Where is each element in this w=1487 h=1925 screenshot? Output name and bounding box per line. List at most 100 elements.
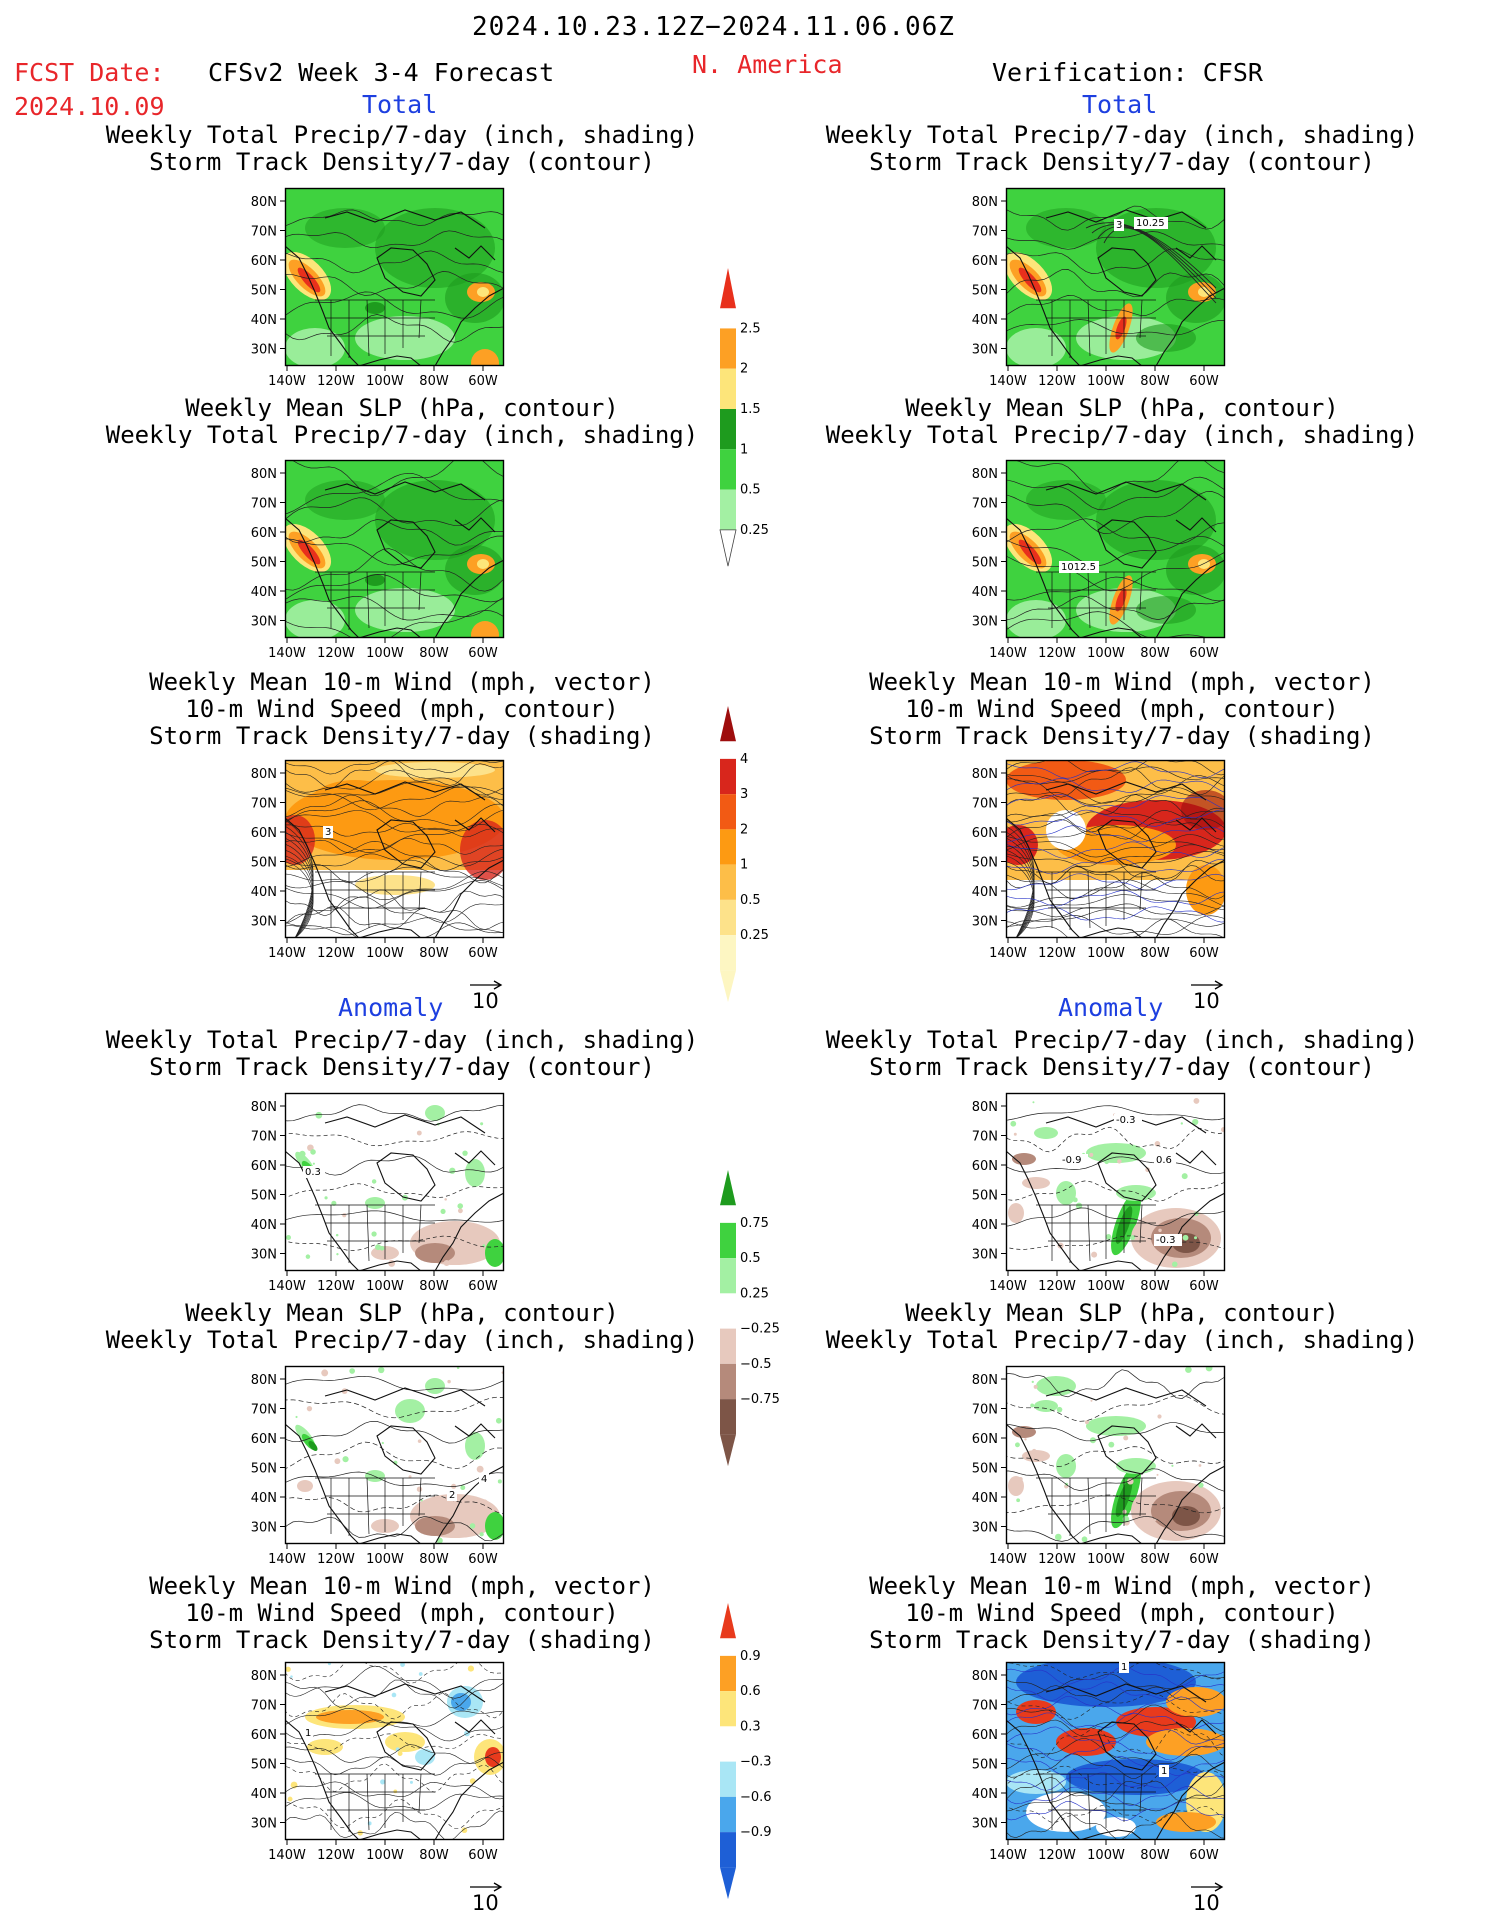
lat-tick-label: 80N	[251, 467, 277, 482]
period-title: 2024.10.23.12Z−2024.11.06.06Z	[472, 12, 955, 42]
lon-tick-label: 80W	[1140, 1848, 1170, 1863]
lat-tick-label: 30N	[251, 615, 277, 630]
lon-tick-label: 100W	[1087, 1279, 1125, 1294]
svg-text:-0.3: -0.3	[1116, 1115, 1136, 1126]
lon-tick-label: 60W	[1189, 1279, 1219, 1294]
svg-text:0.3: 0.3	[305, 1167, 321, 1178]
lat-tick-label: 80N	[972, 467, 998, 482]
colorbar-label: −0.9	[740, 1825, 772, 1840]
panel-title-line: Weekly Total Precip/7-day (inch, shading…	[105, 1326, 699, 1354]
lat-tick-label: 70N	[972, 497, 998, 512]
lon-tick-label: 140W	[989, 946, 1027, 961]
lon-tick-label: 100W	[1087, 946, 1125, 961]
lat-tick-label: 30N	[251, 915, 277, 930]
colorbar-label: −0.75	[740, 1392, 780, 1407]
lat-tick-label: 80N	[972, 1373, 998, 1388]
lon-tick-label: 120W	[1038, 1552, 1076, 1567]
lat-tick-label: 40N	[972, 1491, 998, 1506]
panel-title-line: Weekly Total Precip/7-day (inch, shading…	[105, 1026, 699, 1054]
colorbar-label: 0.6	[740, 1684, 761, 1699]
lon-tick-label: 120W	[1038, 374, 1076, 389]
lat-tick-label: 60N	[251, 254, 277, 269]
svg-text:3: 3	[1116, 220, 1122, 231]
fcst-date-label: FCST Date:	[14, 58, 165, 87]
lon-tick-label: 100W	[366, 1552, 404, 1567]
lat-tick-label: 40N	[251, 313, 277, 328]
lat-tick-label: 60N	[251, 1159, 277, 1174]
colorbar-label: −0.3	[740, 1755, 772, 1770]
panel-title: Weekly Total Precip/7-day (inch, shading…	[822, 122, 1422, 176]
lat-tick-label: 50N	[972, 284, 998, 299]
lon-tick-label: 120W	[317, 646, 355, 661]
panel-title: Weekly Total Precip/7-day (inch, shading…	[822, 1027, 1422, 1081]
panel-title-line: Storm Track Density/7-day (shading)	[869, 1626, 1375, 1654]
fcst-date: 2024.10.09	[14, 92, 165, 121]
reference-vector: 10	[1191, 980, 1224, 1013]
lon-tick-label: 100W	[366, 646, 404, 661]
colorbar-label: 2	[740, 822, 748, 837]
lon-tick-label: 120W	[317, 1552, 355, 1567]
lat-tick-label: 80N	[972, 195, 998, 210]
reference-vector: 10	[470, 980, 503, 1013]
lon-tick-label: 80W	[419, 646, 449, 661]
svg-text:10.25: 10.25	[1136, 218, 1165, 229]
map-panel: 1 1 80N 70N 60N 50N 40N 30N 140W 120W 100W 80W 60W	[972, 1661, 1226, 1863]
lon-tick-label: 120W	[1038, 946, 1076, 961]
contour-label: 0.6	[1154, 1154, 1176, 1166]
map-panel: 1 80N 70N 60N 50N 40N 30N 140W 120W 100W 80W 60W	[251, 1661, 505, 1863]
panel-title-line: Weekly Mean 10-m Wind (mph, vector)	[869, 1572, 1375, 1600]
contour-label: 0.3	[303, 1166, 325, 1178]
panel-title: Weekly Mean 10-m Wind (mph, vector) 10-m …	[822, 1573, 1422, 1654]
lat-tick-label: 50N	[972, 856, 998, 871]
lat-tick-label: 40N	[972, 885, 998, 900]
lat-tick-label: 80N	[251, 767, 277, 782]
panel-title-line: Storm Track Density/7-day (shading)	[869, 722, 1375, 750]
lat-tick-label: 60N	[251, 526, 277, 541]
lon-tick-label: 80W	[1140, 1552, 1170, 1567]
panel-title-line: Weekly Total Precip/7-day (inch, shading…	[825, 421, 1419, 449]
svg-text:1: 1	[1121, 1662, 1127, 1673]
lon-tick-label: 100W	[366, 374, 404, 389]
region-title: N. America	[692, 50, 843, 79]
lat-tick-label: 50N	[972, 556, 998, 571]
map-panel: 3 10.25 80N 70N 60N 50N 40N 30N 140W 120W 100W 80W 6…	[972, 187, 1226, 389]
reference-vector-label: 10	[1193, 1891, 1220, 1915]
lat-tick-label: 60N	[972, 826, 998, 841]
lon-tick-label: 80W	[419, 946, 449, 961]
panel-title-line: Weekly Total Precip/7-day (inch, shading…	[105, 421, 699, 449]
panel-title: Weekly Mean 10-m Wind (mph, vector) 10-m …	[102, 1573, 702, 1654]
reference-vector: 10	[470, 1882, 503, 1915]
panel-title: Weekly Mean 10-m Wind (mph, vector) 10-m …	[102, 669, 702, 750]
lon-tick-label: 60W	[468, 946, 498, 961]
colorbar-label: 0.75	[740, 1216, 769, 1231]
lat-tick-label: 80N	[972, 767, 998, 782]
lat-tick-label: 30N	[972, 1521, 998, 1536]
lon-tick-label: 100W	[1087, 374, 1125, 389]
lat-tick-label: 70N	[251, 225, 277, 240]
lat-tick-label: 70N	[251, 1699, 277, 1714]
lat-tick-label: 50N	[251, 1758, 277, 1773]
lon-tick-label: 80W	[1140, 374, 1170, 389]
colorbar-label: 4	[740, 752, 748, 767]
lon-tick-label: 140W	[989, 1848, 1027, 1863]
lon-tick-label: 120W	[317, 1279, 355, 1294]
lat-tick-label: 70N	[972, 1130, 998, 1145]
lat-tick-label: 50N	[251, 856, 277, 871]
section-anomaly-left: Anomaly	[338, 993, 444, 1022]
contour-label: -0.9	[1060, 1154, 1088, 1166]
colorbar-label: 1.5	[740, 402, 761, 417]
lon-tick-label: 140W	[268, 646, 306, 661]
lon-tick-label: 80W	[419, 1279, 449, 1294]
reference-vector-label: 10	[472, 1891, 499, 1915]
lon-tick-label: 60W	[1189, 946, 1219, 961]
colorbar-label: 0.9	[740, 1649, 761, 1664]
contour-label: -0.3	[1114, 1114, 1142, 1126]
contour-label: 3	[323, 826, 333, 838]
panel-title-line: 10-m Wind Speed (mph, contour)	[905, 1599, 1339, 1627]
panel-title-line: Storm Track Density/7-day (contour)	[869, 1053, 1375, 1081]
colorbar-label: 1	[740, 858, 748, 873]
panel-title: Weekly Mean SLP (hPa, contour) Weekly Tot…	[102, 1300, 702, 1354]
map-panel: 80N 70N 60N 50N 40N 30N 140W 120W 100W 80W 60W	[251, 459, 505, 661]
lat-tick-label: 60N	[251, 1432, 277, 1447]
lon-tick-label: 80W	[1140, 646, 1170, 661]
